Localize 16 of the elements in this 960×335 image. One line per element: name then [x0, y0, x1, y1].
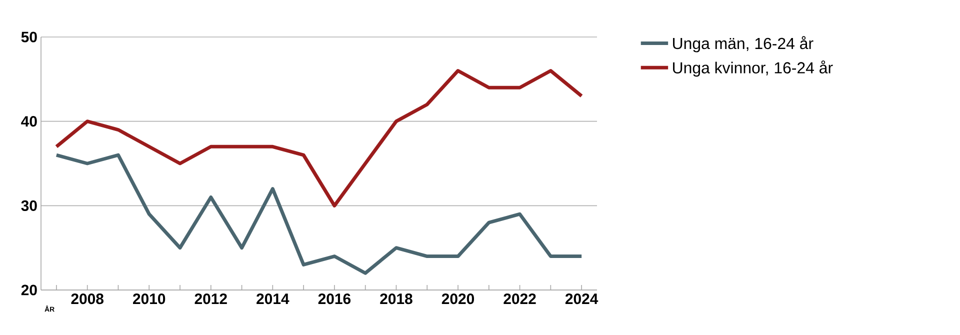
- x-tick-label: 2022: [504, 294, 536, 304]
- x-tick-label: 2010: [133, 294, 166, 304]
- legend-label: Unga kvinnor, 16-24 år: [673, 60, 833, 77]
- x-tick-label: 2014: [256, 294, 290, 304]
- x-tick-label: 2024: [565, 294, 598, 304]
- y-tick-label: 50: [21, 32, 37, 42]
- y-tick-label: 30: [21, 200, 37, 211]
- legend-label: Unga män, 16-24 år: [673, 36, 814, 52]
- line-series: [54, 153, 584, 275]
- x-tick-label: 2012: [194, 294, 227, 304]
- x-tick-label: 2008: [71, 294, 104, 304]
- x-tick-label: 2018: [380, 294, 412, 304]
- x-tick-label: 2016: [318, 294, 351, 304]
- y-tick-label: 20: [21, 284, 37, 296]
- y-tick-label: 40: [21, 116, 37, 127]
- x-tick-label: 2020: [442, 294, 474, 304]
